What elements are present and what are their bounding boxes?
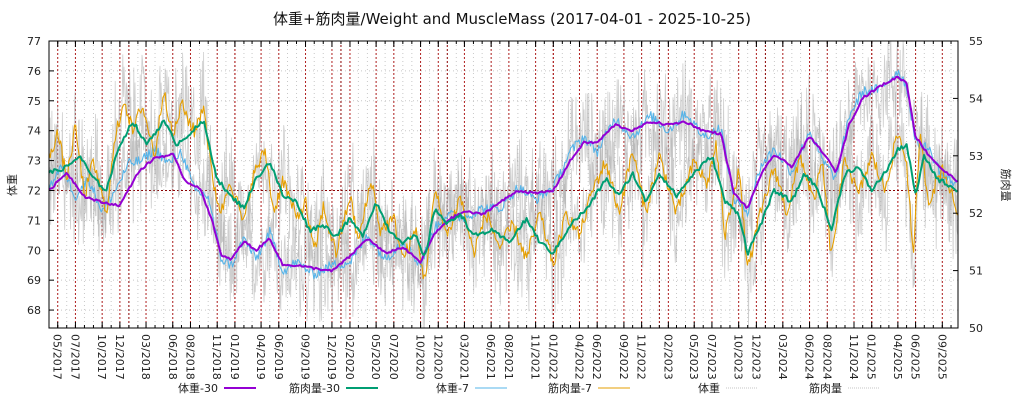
x-tick-label: 07/2017: [68, 334, 81, 380]
x-tick-label: 11/2021: [529, 334, 542, 380]
left-tick-label: 72: [27, 184, 41, 197]
x-tick-label: 11/2018: [210, 334, 223, 380]
raw-muscle-line: [48, 51, 959, 329]
legend-label: 体重-30: [178, 381, 218, 395]
x-tick-label: 04/2022: [572, 334, 585, 380]
left-tick-label: 75: [27, 95, 41, 108]
x-tick-label: 06/2021: [484, 334, 497, 380]
x-tick-label: 02/2020: [343, 334, 356, 380]
x-tick-label: 11/2024: [847, 334, 860, 380]
legend-item: 体重-7: [436, 381, 507, 395]
left-tick-label: 71: [27, 214, 41, 227]
right-tick-label: 51: [969, 265, 983, 278]
x-tick-label: 10/2017: [95, 334, 108, 380]
chart-title: 体重+筋肉量/Weight and MuscleMass (2017-04-01…: [273, 10, 751, 28]
legend-item: 筋肉量: [809, 381, 880, 395]
right-axis: 50 51 52 53 54 55: [953, 35, 983, 335]
legend-item: 体重-30: [178, 381, 256, 395]
right-tick-label: 52: [969, 207, 983, 220]
right-tick-label: 50: [969, 322, 983, 335]
series-line-体重-30: [48, 75, 958, 273]
x-axis: 05/2017 07/2017 10/2017 12/2017 03/2018 06/20…: [48, 41, 952, 380]
left-tick-label: 73: [27, 155, 41, 168]
x-tick-label: 12/2020: [431, 334, 444, 380]
x-tick-label: 11/2022: [635, 334, 648, 380]
left-tick-label: 68: [27, 304, 41, 317]
left-tick-label: 70: [27, 244, 41, 257]
legend-item: 体重: [698, 381, 758, 395]
raw-weight-line: [48, 40, 959, 322]
x-tick-label: 10/2020: [414, 334, 427, 380]
left-axis: 68 69 70 71 72 73 74 75 76 77: [27, 35, 54, 317]
legend-label: 筋肉量-7: [548, 381, 592, 395]
x-tick-label: 01/2019: [228, 334, 241, 380]
x-tick-label: 06/2025: [909, 334, 922, 380]
series-layer: [48, 69, 959, 280]
x-tick-label: 04/2025: [891, 334, 904, 380]
legend: 体重-30 筋肉量-30 体重-7 筋肉量-7 体重 筋肉量: [178, 381, 880, 395]
right-tick-label: 54: [969, 92, 983, 105]
series-line-筋肉量-7: [48, 92, 959, 280]
x-tick-label: 07/2023: [705, 334, 718, 380]
legend-label: 筋肉量: [809, 381, 842, 395]
raw-series-layer: [48, 40, 959, 329]
x-tick-label: 05/2023: [687, 334, 700, 380]
x-tick-label: 09/2022: [617, 334, 630, 380]
x-tick-label: 05/2020: [369, 334, 382, 380]
left-tick-label: 74: [27, 125, 41, 138]
x-tick-label: 02/2023: [661, 334, 674, 380]
x-tick-label: 06/2022: [590, 334, 603, 380]
x-tick-label: 06/2024: [803, 334, 816, 380]
x-tick-label: 05/2017: [51, 334, 64, 380]
legend-label: 体重: [698, 381, 720, 395]
x-tick-label: 12/2023: [749, 334, 762, 380]
x-tick-label: 03/2024: [776, 334, 789, 380]
x-tick-label: 08/2018: [183, 334, 196, 380]
x-tick-label: 07/2020: [387, 334, 400, 380]
right-tick-label: 53: [969, 150, 983, 163]
series-line-筋肉量-30: [48, 119, 958, 257]
x-tick-label: 06/2018: [166, 334, 179, 380]
x-tick-label: 10/2023: [732, 334, 745, 380]
x-tick-label: 03/2021: [457, 334, 470, 380]
legend-label: 筋肉量-30: [289, 381, 340, 395]
x-tick-label: 03/2018: [139, 334, 152, 380]
x-tick-label: 01/2022: [546, 334, 559, 380]
x-tick-label: 06/2019: [272, 334, 285, 380]
legend-item: 筋肉量-7: [548, 381, 630, 395]
x-tick-label: 12/2019: [325, 334, 338, 380]
left-axis-title: 体重: [5, 174, 19, 196]
x-tick-label: 08/2024: [820, 334, 833, 380]
x-tick-label: 12/2017: [113, 334, 126, 380]
x-tick-label: 04/2019: [254, 334, 267, 380]
legend-item: 筋肉量-30: [289, 381, 378, 395]
legend-label: 体重-7: [436, 381, 469, 395]
right-axis-title: 筋肉量: [999, 169, 1013, 202]
left-tick-label: 69: [27, 274, 41, 287]
left-tick-label: 77: [27, 35, 41, 48]
x-tick-label: 09/2025: [935, 334, 948, 380]
right-tick-label: 55: [969, 35, 983, 48]
left-tick-label: 76: [27, 65, 41, 78]
plot-frame: [48, 40, 959, 329]
x-tick-label: 08/2021: [502, 334, 515, 380]
x-tick-label: 01/2025: [865, 334, 878, 380]
x-tick-label: 09/2019: [299, 334, 312, 380]
